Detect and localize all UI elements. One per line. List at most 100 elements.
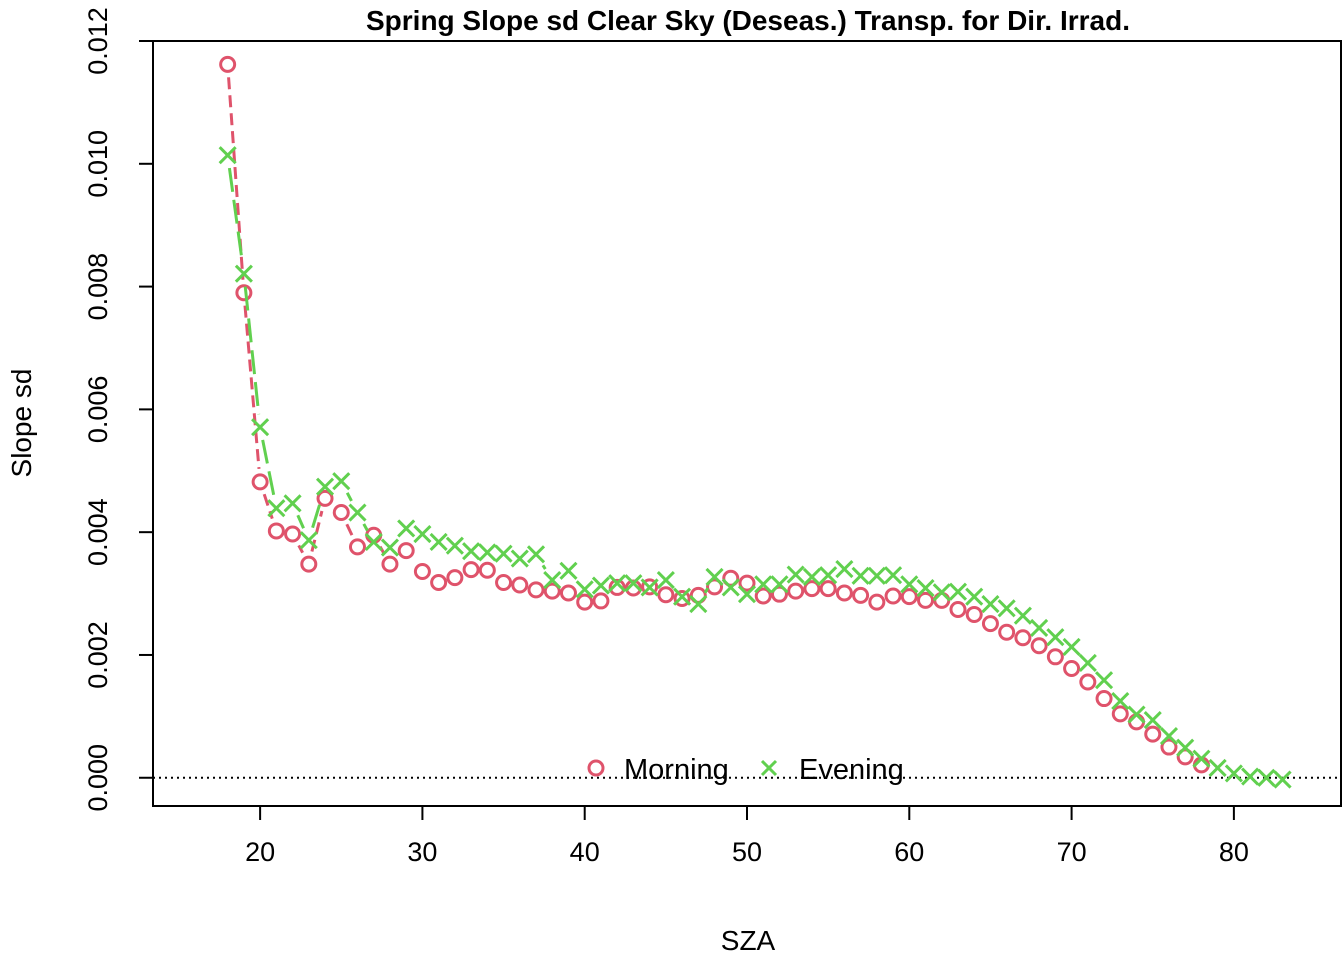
legend-morning-label: Morning xyxy=(624,754,729,786)
data-point-evening xyxy=(819,566,838,585)
data-point-evening xyxy=(380,538,400,557)
chart-title: Spring Slope sd Clear Sky (Deseas.) Tran… xyxy=(366,5,1130,36)
series-segment xyxy=(703,587,710,594)
data-point-morning xyxy=(770,585,788,603)
data-point-evening xyxy=(510,549,529,568)
data-point-morning xyxy=(316,489,334,507)
series-segment xyxy=(311,498,323,529)
x-tick-label: 70 xyxy=(1057,837,1087,867)
data-point-evening xyxy=(1062,637,1081,657)
data-point-evening xyxy=(1176,738,1195,757)
data-point-morning xyxy=(852,586,870,604)
y-tick-label: 0.008 xyxy=(83,253,113,321)
data-point-morning xyxy=(576,593,594,611)
data-point-evening xyxy=(445,536,464,555)
data-point-morning xyxy=(722,569,740,587)
data-point-morning xyxy=(1030,637,1048,655)
data-point-evening xyxy=(900,575,919,594)
data-point-evening xyxy=(867,566,886,585)
data-point-morning xyxy=(397,542,415,560)
data-point-evening xyxy=(1208,758,1227,777)
data-point-morning xyxy=(251,473,269,491)
x-tick-label: 60 xyxy=(894,837,924,867)
data-point-morning xyxy=(608,578,626,596)
data-point-morning xyxy=(917,591,935,609)
data-point-evening xyxy=(1094,671,1114,690)
series-segment xyxy=(362,523,369,532)
data-point-morning xyxy=(446,569,464,587)
data-point-evening xyxy=(673,587,692,606)
data-point-morning xyxy=(673,589,691,607)
data-point-morning xyxy=(981,615,999,633)
data-point-evening xyxy=(429,532,448,552)
data-point-morning xyxy=(884,587,902,605)
x-tick-label: 50 xyxy=(732,837,762,867)
data-point-evening xyxy=(462,542,481,561)
data-point-morning xyxy=(1128,713,1146,731)
series-evening xyxy=(218,146,1292,789)
data-point-morning xyxy=(803,580,821,598)
data-point-morning xyxy=(657,586,675,604)
data-point-evening xyxy=(1257,768,1276,787)
data-point-evening xyxy=(397,519,416,538)
data-point-evening xyxy=(948,582,968,601)
data-point-evening xyxy=(299,531,318,550)
data-point-evening xyxy=(413,524,432,544)
data-point-morning xyxy=(1046,648,1064,666)
data-point-evening xyxy=(1273,770,1292,789)
data-point-evening xyxy=(656,571,675,590)
data-point-morning xyxy=(219,55,237,73)
data-point-evening xyxy=(932,583,951,602)
data-point-evening xyxy=(1159,726,1179,746)
data-point-morning xyxy=(1111,705,1129,723)
data-point-evening xyxy=(721,578,740,597)
data-point-evening xyxy=(981,594,1000,614)
y-tick-label: 0.002 xyxy=(83,621,113,689)
data-point-evening xyxy=(283,494,302,513)
y-axis: 0.000 0.002 0.004 0.006 0.008 0.010 0.012 xyxy=(83,7,154,812)
data-point-evening xyxy=(835,559,854,579)
data-point-evening xyxy=(526,545,546,564)
data-point-evening xyxy=(1030,618,1049,638)
data-point-evening xyxy=(884,566,903,585)
data-point-morning xyxy=(235,284,253,302)
series-segment xyxy=(345,492,353,502)
data-point-evening xyxy=(997,599,1016,618)
data-point-morning xyxy=(559,584,577,602)
data-point-evening xyxy=(315,477,335,496)
data-point-evening xyxy=(705,567,724,587)
data-point-morning xyxy=(641,578,659,596)
data-point-evening xyxy=(640,578,659,597)
data-point-evening xyxy=(689,594,708,614)
data-point-evening xyxy=(364,532,383,552)
data-point-morning xyxy=(430,574,448,592)
data-point-evening xyxy=(332,472,351,491)
y-tick-label: 0.000 xyxy=(83,744,113,812)
data-point-evening xyxy=(608,574,627,593)
series-segment xyxy=(227,167,244,262)
y-tick-label: 0.012 xyxy=(83,7,113,75)
x-tick-label: 20 xyxy=(245,837,275,867)
series-segment xyxy=(296,514,305,529)
x-axis: 20 30 40 50 60 70 80 xyxy=(245,805,1249,867)
data-point-morning xyxy=(511,576,529,594)
data-point-evening xyxy=(851,566,870,585)
data-point-morning xyxy=(462,561,480,579)
data-point-morning xyxy=(1144,725,1162,743)
data-point-morning xyxy=(592,592,610,610)
data-point-morning xyxy=(381,555,399,573)
data-point-morning xyxy=(949,601,967,619)
data-point-morning xyxy=(900,588,918,606)
legend-morning-marker xyxy=(587,759,605,777)
x-axis-label: SZA xyxy=(721,925,776,956)
series-layer xyxy=(218,55,1292,789)
data-point-morning xyxy=(868,593,886,611)
data-point-evening xyxy=(234,264,253,283)
data-point-morning xyxy=(1176,748,1194,766)
data-point-evening xyxy=(218,146,237,165)
plot-frame xyxy=(152,40,1342,807)
y-axis-label: Slope sd xyxy=(6,369,37,478)
y-tick-label: 0.010 xyxy=(83,130,113,198)
data-point-evening xyxy=(575,580,594,599)
